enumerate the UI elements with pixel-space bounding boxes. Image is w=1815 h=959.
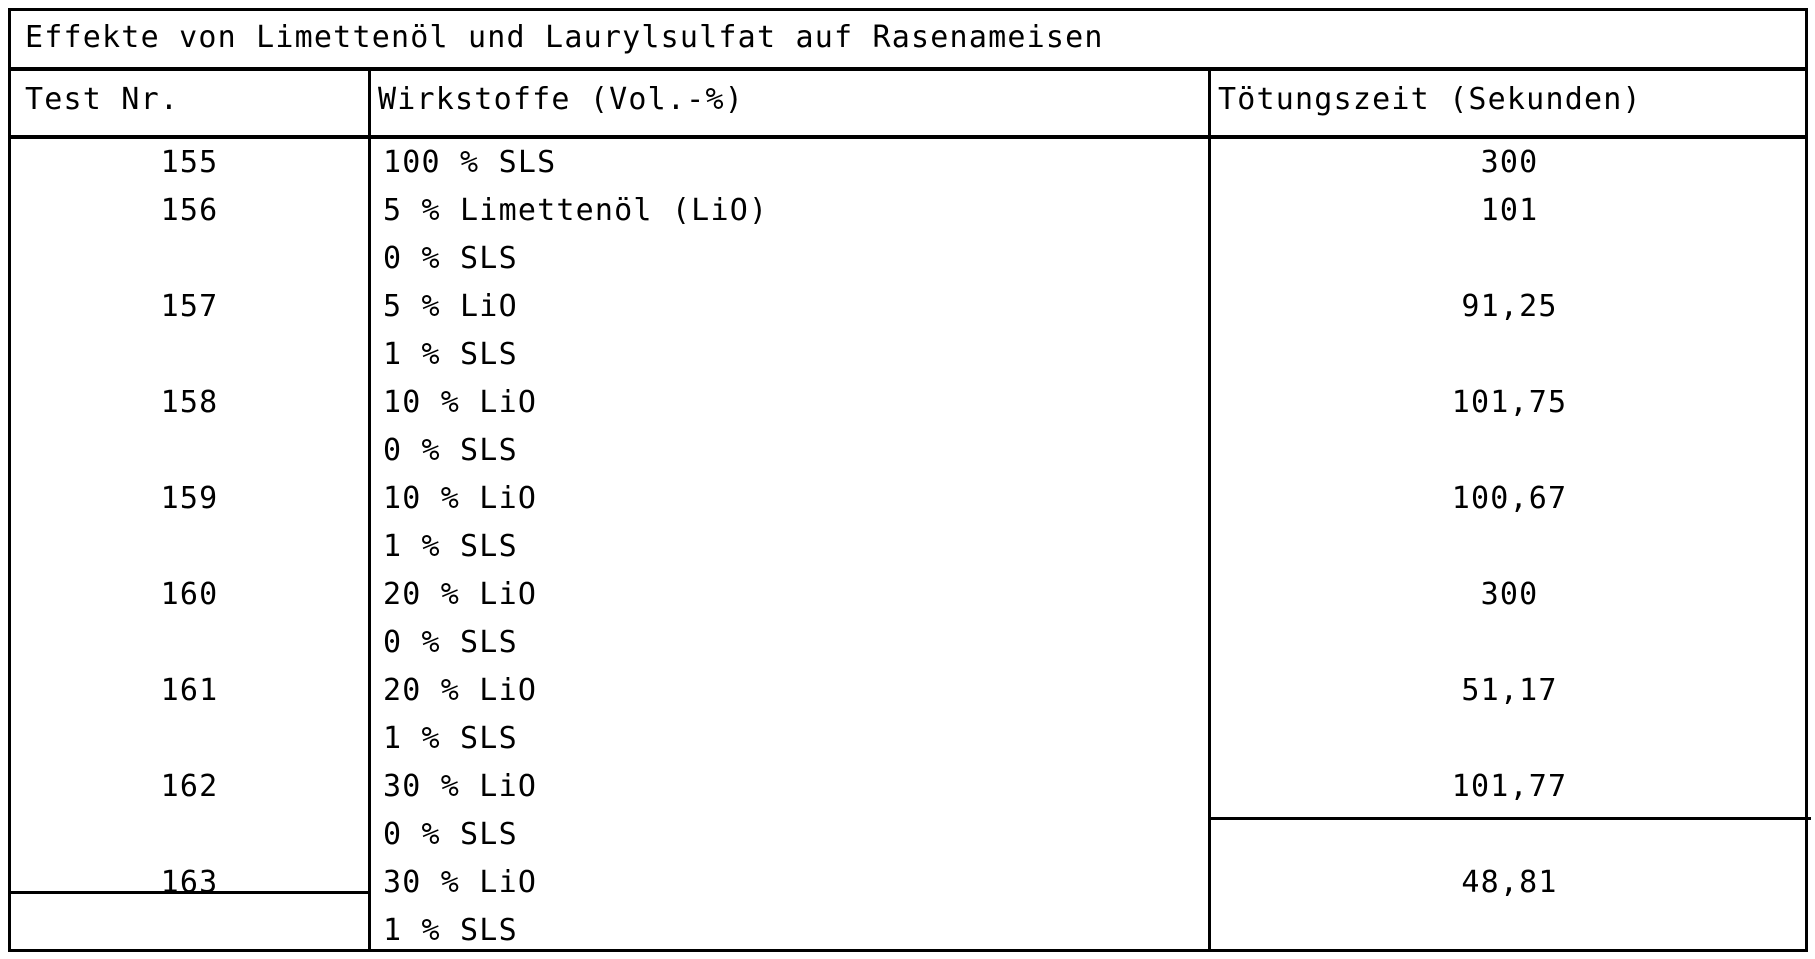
table-row: 1 % SLS: [11, 715, 1805, 763]
results-table: Effekte von Limettenöl und Laurylsulfat …: [8, 8, 1808, 952]
document-page: Effekte von Limettenöl und Laurylsulfat …: [0, 0, 1815, 959]
cell-active-ingredient: 30 % LiO: [383, 859, 1203, 907]
table-row: 156 5 % Limettenöl (LiO)101: [11, 187, 1805, 235]
cell-kill-time: 100,67: [1211, 475, 1808, 523]
cell-active-ingredient: 20 % LiO: [383, 571, 1203, 619]
cell-active-ingredient: 1 % SLS: [383, 715, 1203, 763]
table-row: 1 % SLS: [11, 331, 1805, 379]
cell-test-no: 157: [11, 283, 368, 331]
cell-active-ingredient: 0 % SLS: [383, 427, 1203, 475]
cell-kill-time: 300: [1211, 571, 1808, 619]
table-row: 1 % SLS: [11, 523, 1805, 571]
cell-test-no: 156: [11, 187, 368, 235]
table-body: 155100 % SLS3001565 % Limettenöl (LiO)10…: [11, 139, 1805, 952]
cell-kill-time: 91,25: [1211, 283, 1808, 331]
cell-active-ingredient: 5 % LiO: [383, 283, 1203, 331]
table-row: 159 10 % LiO100,67: [11, 475, 1805, 523]
cell-active-ingredient: 1 % SLS: [383, 331, 1203, 379]
cell-active-ingredient: 0 % SLS: [383, 235, 1203, 283]
cell-kill-time: 300: [1211, 139, 1808, 187]
table-header-row: Test Nr. Wirkstoffe (Vol.-%) Tötungszeit…: [11, 71, 1805, 139]
table-row: 161 20 % LiO51,17: [11, 667, 1805, 715]
cell-active-ingredient: 0 % SLS: [383, 619, 1203, 667]
column-header-kill-time: Tötungszeit (Sekunden): [1218, 82, 1642, 117]
cell-test-no: 161: [11, 667, 368, 715]
cell-kill-time: 101,75: [1211, 379, 1808, 427]
table-row: 0 % SLS: [11, 427, 1805, 475]
table-row: 0 % SLS: [11, 619, 1805, 667]
cell-test-no: 155: [11, 139, 368, 187]
column-header-active-ingredients: Wirkstoffe (Vol.-%): [378, 82, 744, 117]
table-row: 163 30 % LiO48,81: [11, 859, 1805, 907]
cell-active-ingredient: 20 % LiO: [383, 667, 1203, 715]
table-row: 0 % SLS: [11, 235, 1805, 283]
cell-test-no: 159: [11, 475, 368, 523]
cell-kill-time: 51,17: [1211, 667, 1808, 715]
table-row: 160 20 % LiO300: [11, 571, 1805, 619]
cell-active-ingredient: 100 % SLS: [383, 139, 1203, 187]
cell-kill-time: 101,77: [1211, 763, 1808, 811]
table-row: 0 % SLS: [11, 811, 1805, 859]
cell-active-ingredient: 1 % SLS: [383, 907, 1203, 955]
table-row: 155 100 % SLS300: [11, 139, 1805, 187]
column-header-test-no: Test Nr.: [25, 82, 179, 117]
cell-active-ingredient: 1 % SLS: [383, 523, 1203, 571]
cell-active-ingredient: 10 % LiO: [383, 475, 1203, 523]
cell-test-no: 158: [11, 379, 368, 427]
cell-kill-time: 101: [1211, 187, 1808, 235]
cell-active-ingredient: 10 % LiO: [383, 379, 1203, 427]
cell-active-ingredient: 30 % LiO: [383, 763, 1203, 811]
cell-kill-time: 48,81: [1211, 859, 1808, 907]
cell-active-ingredient: 5 % Limettenöl (LiO): [383, 187, 1203, 235]
table-row: 158 10 % LiO101,75: [11, 379, 1805, 427]
cell-test-no: 162: [11, 763, 368, 811]
cell-test-no: 163: [11, 859, 368, 907]
table-row: 1 % SLS: [11, 907, 1805, 955]
cell-active-ingredient: 0 % SLS: [383, 811, 1203, 859]
table-row: 162 30 % LiO101,77: [11, 763, 1805, 811]
table-title-band: Effekte von Limettenöl und Laurylsulfat …: [11, 11, 1805, 71]
cell-test-no: 160: [11, 571, 368, 619]
table-row: 157 5 % LiO91,25: [11, 283, 1805, 331]
page-title: Effekte von Limettenöl und Laurylsulfat …: [25, 20, 1104, 55]
